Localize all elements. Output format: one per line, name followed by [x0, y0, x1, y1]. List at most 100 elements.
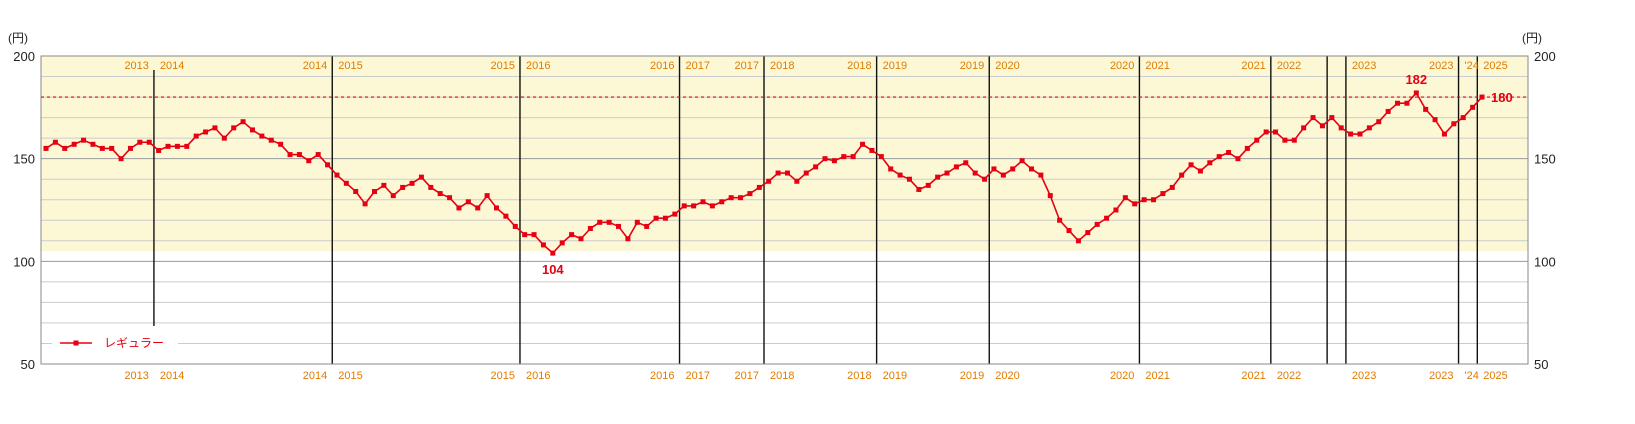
axes: 50 50 100 100 150 150 200 200 (円) (円) [8, 31, 1556, 372]
data-point [878, 154, 884, 160]
data-point [672, 211, 678, 217]
data-point [1329, 115, 1335, 121]
data-point [1141, 197, 1147, 203]
data-point [1319, 123, 1325, 129]
data-point [972, 170, 978, 176]
data-point [1413, 90, 1419, 96]
data-point [1188, 162, 1194, 168]
data-point [756, 184, 762, 190]
year-label-bottom: 2021 [1241, 370, 1265, 382]
legend-marker [73, 340, 79, 346]
year-label-top: 2017 [735, 60, 759, 72]
data-point [803, 170, 809, 176]
data-point [371, 189, 377, 195]
data-point [109, 145, 115, 151]
year-label-bottom: 2025 [1483, 370, 1507, 382]
y-unit-right: (円) [1522, 31, 1542, 45]
year-label-bottom: '24 [1465, 370, 1479, 382]
data-point [850, 154, 856, 160]
year-label-top: 2021 [1145, 60, 1169, 72]
data-label: 104 [542, 262, 564, 277]
data-point [315, 152, 321, 158]
data-point [325, 162, 331, 168]
data-point [1160, 191, 1166, 197]
data-point [1385, 108, 1391, 114]
data-point [343, 180, 349, 186]
year-label-top: 2016 [526, 60, 550, 72]
data-point [1151, 197, 1157, 203]
data-point [287, 152, 293, 158]
data-point [681, 203, 687, 209]
data-point [362, 201, 368, 207]
data-point [888, 166, 894, 172]
data-point [1404, 100, 1410, 106]
data-point [174, 143, 180, 149]
data-point [52, 139, 58, 145]
y-tick-left: 200 [13, 49, 35, 64]
year-label-top: '24 [1465, 60, 1479, 72]
data-point [569, 232, 575, 238]
year-labels-bottom: 2013 2014 2014 2015 2015 2016 2016 2017 2017 2018… [124, 370, 1507, 382]
data-point [306, 158, 312, 164]
data-point [1460, 115, 1466, 121]
data-point [334, 172, 340, 178]
data-point [127, 145, 133, 151]
data-annotations: 104 182 180 [542, 72, 1513, 277]
data-point [644, 223, 650, 229]
year-label-top: 2023 [1352, 60, 1376, 72]
year-label-bottom: 2019 [883, 370, 907, 382]
year-label-bottom: 2016 [650, 370, 674, 382]
data-point [822, 156, 828, 162]
data-point [193, 133, 199, 139]
data-point [953, 164, 959, 170]
year-label-bottom: 2018 [770, 370, 794, 382]
year-label-bottom: 2023 [1429, 370, 1453, 382]
data-point [1038, 172, 1044, 178]
data-point [1104, 215, 1110, 221]
year-labels-top: 2013 2014 2014 2015 2015 2016 2016 2017 2017 2018… [124, 60, 1507, 72]
data-point [709, 203, 715, 209]
year-label-top: 2015 [490, 60, 514, 72]
data-point [597, 219, 603, 225]
data-point [1216, 154, 1222, 160]
data-label: 182 [1405, 72, 1427, 87]
data-point [747, 191, 753, 197]
data-point [991, 166, 997, 172]
data-point [437, 191, 443, 197]
year-label-bottom: 2023 [1352, 370, 1376, 382]
data-point [700, 199, 706, 205]
data-point [503, 213, 509, 219]
data-point [616, 223, 622, 229]
data-point [418, 174, 424, 180]
year-label-top: 2018 [847, 60, 871, 72]
data-point [1047, 193, 1053, 199]
data-point [400, 184, 406, 190]
data-point [90, 141, 96, 147]
data-point [156, 147, 162, 153]
data-point [813, 164, 819, 170]
data-point [691, 203, 697, 209]
y-unit-left: (円) [8, 31, 28, 45]
data-point [1122, 195, 1128, 201]
data-point [559, 240, 565, 246]
data-point [203, 129, 209, 135]
data-point [916, 186, 922, 192]
data-point [1423, 106, 1429, 112]
price-band-area [41, 56, 1528, 252]
data-point [494, 205, 500, 211]
data-point [137, 139, 143, 145]
series-line [45, 92, 1483, 254]
data-point [1338, 125, 1344, 131]
data-point [1451, 121, 1457, 127]
year-label-top: 2018 [770, 60, 794, 72]
year-label-bottom: 2018 [847, 370, 871, 382]
data-point [1075, 238, 1081, 244]
year-label-top: 2014 [160, 60, 184, 72]
y-tick-right: 150 [1534, 152, 1556, 167]
data-point [165, 143, 171, 149]
year-label-bottom: 2015 [338, 370, 362, 382]
data-point [1197, 168, 1203, 174]
y-tick-right: 100 [1534, 254, 1556, 269]
